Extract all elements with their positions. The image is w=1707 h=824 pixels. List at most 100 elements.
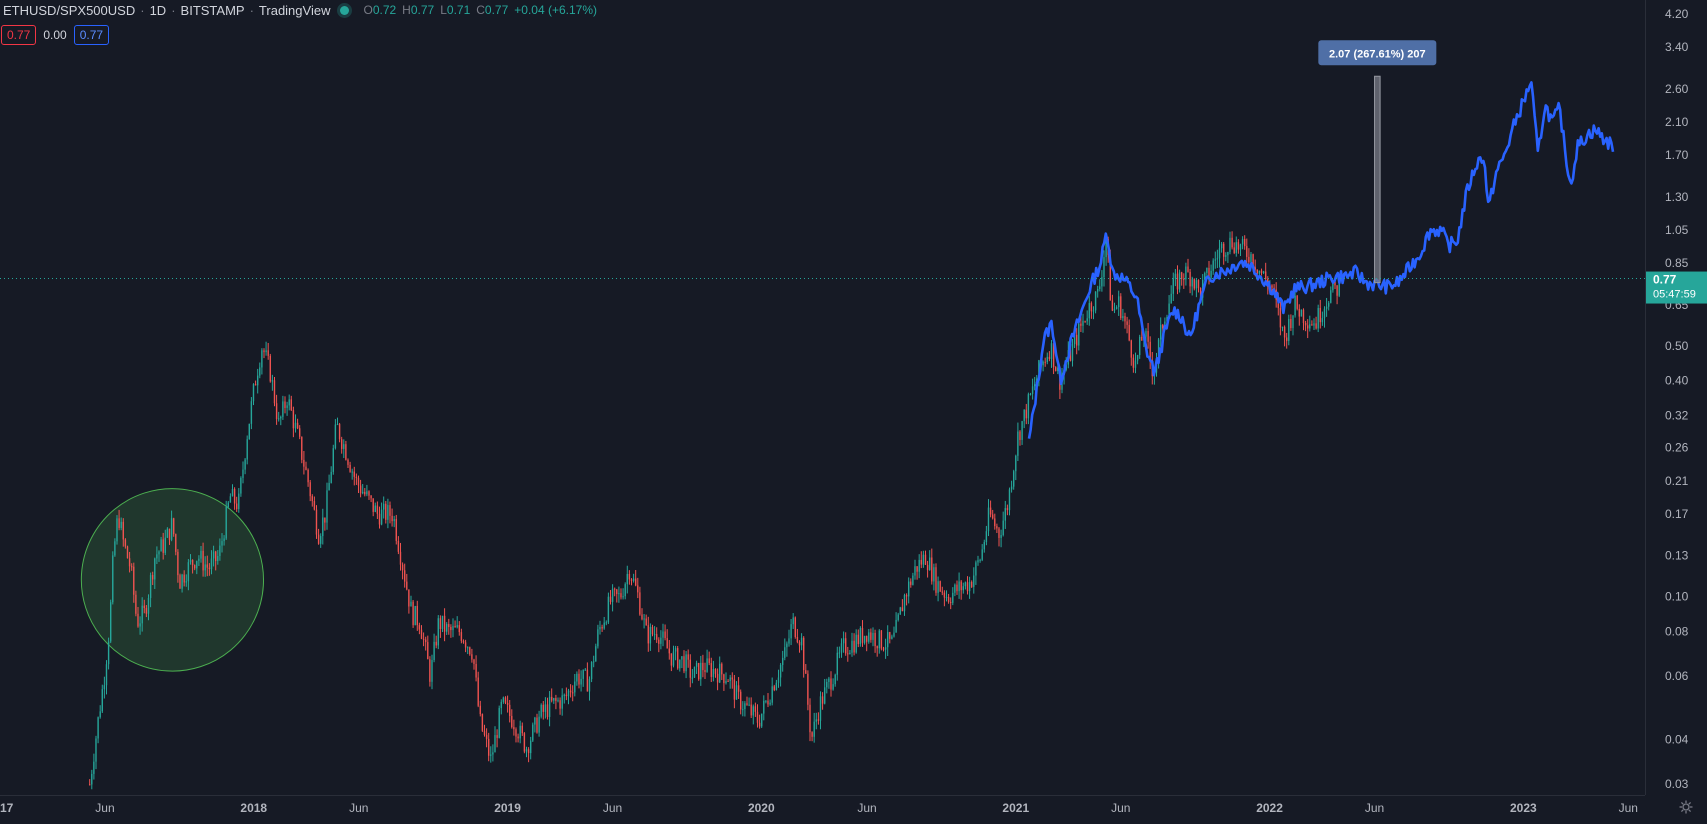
- candle-body: [557, 700, 559, 702]
- candle-body: [817, 719, 820, 721]
- candle-body: [926, 564, 929, 571]
- candle-body: [1006, 508, 1009, 511]
- candle-body: [410, 601, 412, 607]
- candle-body: [943, 592, 946, 598]
- close-value: C0.77: [476, 3, 509, 17]
- candle-body: [460, 632, 463, 641]
- candle-body: [805, 670, 807, 674]
- y-tick-label: 0.17: [1665, 507, 1689, 521]
- candle-body: [1050, 343, 1053, 360]
- candle-body: [1092, 310, 1095, 312]
- candle-body: [647, 625, 649, 644]
- candle-body: [813, 721, 815, 737]
- candle-body: [525, 749, 528, 752]
- candle-body: [916, 566, 918, 572]
- candle-body: [563, 694, 565, 696]
- x-tick-label: Jun: [1365, 801, 1384, 815]
- candle-body: [147, 597, 150, 614]
- candle-body: [437, 618, 439, 646]
- candle-body: [1204, 272, 1206, 280]
- candle-body: [353, 471, 355, 477]
- candle-body: [338, 424, 341, 440]
- candle-body: [786, 643, 788, 648]
- candle-body: [334, 424, 337, 449]
- candle-body: [1292, 315, 1294, 329]
- candle-body: [767, 700, 769, 705]
- candle-body: [826, 681, 828, 688]
- candle-body: [681, 656, 683, 660]
- candle-body: [630, 579, 633, 581]
- y-tick-label: 2.10: [1665, 115, 1689, 129]
- symbol-name[interactable]: ETHUSD/SPX500USD: [3, 2, 136, 18]
- candle-body: [141, 605, 143, 624]
- y-tick-label: 1.30: [1665, 190, 1689, 204]
- sell-price-badge[interactable]: 0.77: [1, 25, 37, 45]
- candle-body: [309, 482, 311, 497]
- candle-body: [1109, 255, 1111, 301]
- candle-body: [97, 717, 99, 739]
- candle-body: [492, 752, 494, 755]
- candle-body: [884, 647, 887, 650]
- candle-body: [343, 444, 345, 449]
- candle-body: [391, 515, 393, 522]
- measure-label: 2.07 (267.61%) 207: [1329, 48, 1426, 60]
- candle-body: [954, 584, 956, 593]
- candle-body: [815, 719, 817, 722]
- buy-price-badge[interactable]: 0.77: [73, 25, 110, 45]
- candle-body: [1099, 286, 1101, 290]
- candle-body: [1000, 535, 1002, 538]
- interval-label[interactable]: 1D: [149, 2, 167, 18]
- candle-body: [781, 657, 784, 665]
- candle-body: [1262, 271, 1265, 274]
- candle-body: [851, 640, 853, 653]
- candle-body: [683, 656, 685, 672]
- candle-body: [1315, 323, 1317, 329]
- candle-body: [565, 694, 568, 697]
- candle-body: [1096, 289, 1099, 292]
- candle-body: [830, 678, 832, 690]
- candle-body: [1338, 280, 1340, 296]
- candle-body: [714, 668, 717, 674]
- candle-body: [697, 662, 700, 680]
- market-status-icon[interactable]: [340, 5, 350, 15]
- candle-body: [1225, 255, 1227, 257]
- candle-body: [168, 528, 171, 540]
- candle-body: [775, 682, 778, 691]
- candle-body: [191, 559, 194, 566]
- candle-body: [886, 632, 889, 648]
- candle-body: [639, 592, 641, 615]
- candle-body: [1250, 254, 1252, 263]
- candle-body: [481, 714, 484, 731]
- candle-body: [95, 738, 97, 762]
- candle-body: [1288, 319, 1290, 341]
- open-value: O0.72: [363, 3, 397, 17]
- candle-body: [702, 662, 704, 671]
- candle-body: [118, 518, 120, 528]
- candle-body: [252, 384, 255, 402]
- candle-body: [181, 574, 183, 589]
- candle-body: [422, 638, 425, 640]
- candle-body: [490, 754, 492, 756]
- candle-body: [473, 659, 475, 664]
- candle-body: [1128, 324, 1130, 341]
- candle-body: [632, 578, 635, 581]
- candle-body: [521, 725, 523, 734]
- gear-icon[interactable]: [1679, 800, 1693, 814]
- candle-body: [855, 634, 857, 653]
- candles-series: [88, 231, 1340, 790]
- candle-body: [193, 565, 196, 569]
- candle-body: [406, 581, 408, 590]
- candle-body: [1323, 308, 1326, 319]
- candle-body: [863, 635, 866, 643]
- candle-body: [311, 496, 313, 502]
- candle-body: [393, 519, 395, 522]
- x-tick-label: Jun: [603, 801, 622, 815]
- candle-body: [359, 485, 362, 494]
- candle-body: [664, 631, 666, 639]
- y-tick-label: 0.85: [1665, 256, 1689, 270]
- candle-body: [603, 622, 605, 629]
- candle-body: [301, 436, 303, 460]
- candle-body: [1157, 339, 1160, 360]
